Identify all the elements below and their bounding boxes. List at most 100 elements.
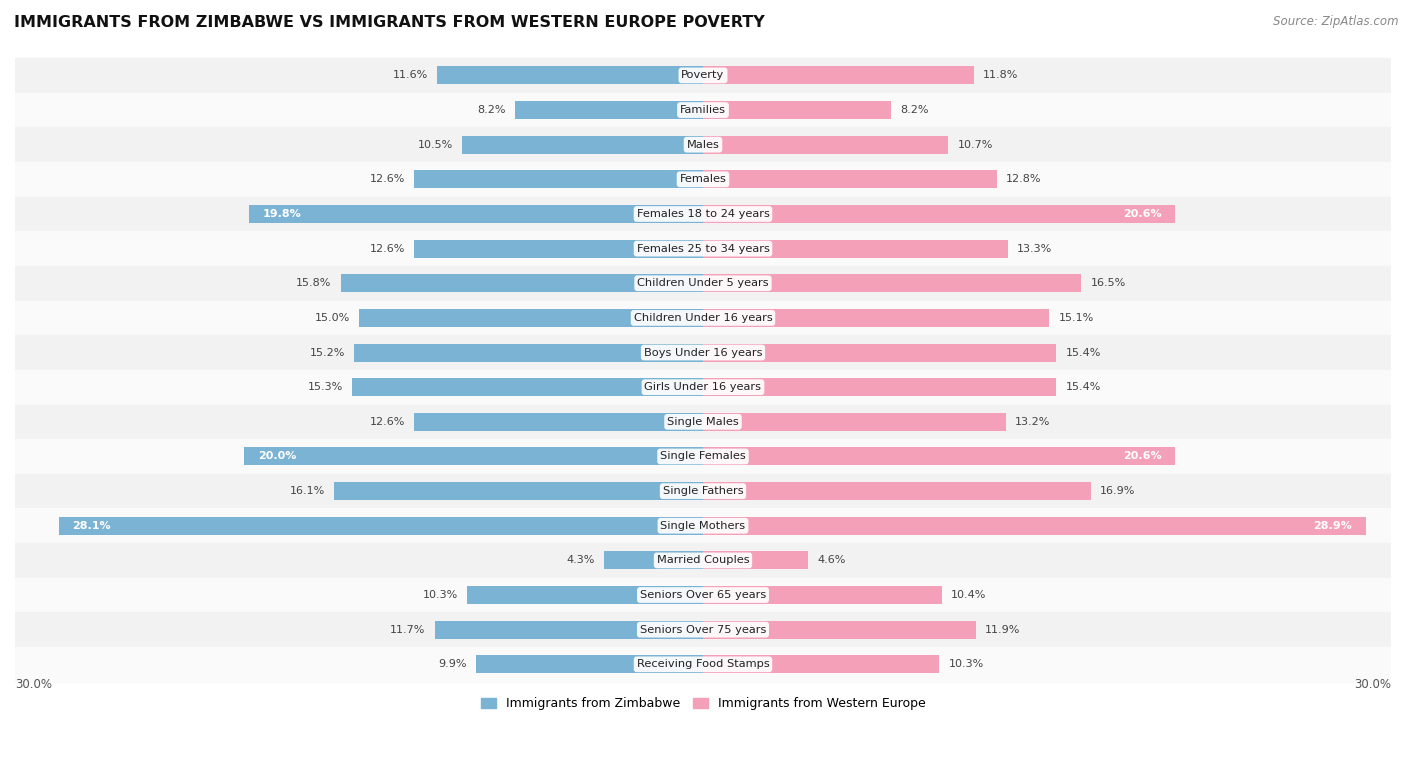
Text: Single Males: Single Males [666,417,740,427]
Bar [477,656,703,673]
Bar [15,196,1391,231]
Text: 15.4%: 15.4% [1066,382,1101,392]
Bar [354,343,703,362]
Text: Single Females: Single Females [661,452,745,462]
Bar [15,474,1391,509]
Bar [15,92,1391,127]
Text: Single Fathers: Single Fathers [662,486,744,496]
Bar [413,171,703,188]
Bar [15,509,1391,543]
Text: 10.3%: 10.3% [949,659,984,669]
Text: Males: Males [686,139,720,149]
Bar [703,621,976,639]
Bar [352,378,703,396]
Bar [703,482,1091,500]
Text: 16.1%: 16.1% [290,486,325,496]
Bar [703,413,1005,431]
Text: 13.3%: 13.3% [1017,243,1053,254]
Bar [434,621,703,639]
Text: 11.7%: 11.7% [389,625,426,634]
Bar [703,378,1056,396]
Text: Females 18 to 24 years: Females 18 to 24 years [637,209,769,219]
Text: 15.2%: 15.2% [309,348,346,358]
Bar [703,171,997,188]
Text: 4.3%: 4.3% [567,556,595,565]
Bar [15,127,1391,162]
Text: 15.8%: 15.8% [297,278,332,288]
Text: Poverty: Poverty [682,70,724,80]
Bar [703,586,942,604]
Bar [340,274,703,293]
Text: Children Under 5 years: Children Under 5 years [637,278,769,288]
Text: 30.0%: 30.0% [1354,678,1391,691]
Bar [703,309,1049,327]
Text: Females 25 to 34 years: Females 25 to 34 years [637,243,769,254]
Text: 11.9%: 11.9% [986,625,1021,634]
Text: 15.4%: 15.4% [1066,348,1101,358]
Text: Children Under 16 years: Children Under 16 years [634,313,772,323]
Legend: Immigrants from Zimbabwe, Immigrants from Western Europe: Immigrants from Zimbabwe, Immigrants fro… [475,693,931,716]
Bar [413,240,703,258]
Bar [703,343,1056,362]
Text: 15.0%: 15.0% [315,313,350,323]
Text: 10.3%: 10.3% [422,590,457,600]
Text: 20.0%: 20.0% [259,452,297,462]
Text: Source: ZipAtlas.com: Source: ZipAtlas.com [1274,15,1399,28]
Text: 11.8%: 11.8% [983,70,1018,80]
Bar [703,656,939,673]
Text: 20.6%: 20.6% [1123,209,1161,219]
Bar [605,551,703,569]
Text: 12.6%: 12.6% [370,174,405,184]
Bar [703,101,891,119]
Text: Families: Families [681,105,725,115]
Bar [15,647,1391,681]
Bar [703,517,1365,534]
Text: Married Couples: Married Couples [657,556,749,565]
Bar [15,231,1391,266]
Text: 16.9%: 16.9% [1099,486,1135,496]
Bar [15,578,1391,612]
Text: 12.6%: 12.6% [370,417,405,427]
Bar [15,162,1391,196]
Text: Seniors Over 75 years: Seniors Over 75 years [640,625,766,634]
Bar [15,370,1391,405]
Bar [333,482,703,500]
Bar [703,67,973,84]
Bar [15,439,1391,474]
Text: 8.2%: 8.2% [477,105,506,115]
Text: 8.2%: 8.2% [900,105,929,115]
Bar [15,543,1391,578]
Text: 12.8%: 12.8% [1005,174,1042,184]
Bar [15,58,1391,92]
Text: Seniors Over 65 years: Seniors Over 65 years [640,590,766,600]
Bar [703,205,1175,223]
Bar [15,335,1391,370]
Text: 10.7%: 10.7% [957,139,993,149]
Bar [703,447,1175,465]
Text: 11.6%: 11.6% [392,70,427,80]
Text: 16.5%: 16.5% [1091,278,1126,288]
Text: 30.0%: 30.0% [15,678,52,691]
Text: Boys Under 16 years: Boys Under 16 years [644,348,762,358]
Bar [245,447,703,465]
Bar [359,309,703,327]
Text: Receiving Food Stamps: Receiving Food Stamps [637,659,769,669]
Bar [15,612,1391,647]
Text: Single Mothers: Single Mothers [661,521,745,531]
Text: 19.8%: 19.8% [263,209,301,219]
Bar [59,517,703,534]
Text: 9.9%: 9.9% [439,659,467,669]
Bar [437,67,703,84]
Text: 4.6%: 4.6% [818,556,846,565]
Bar [15,266,1391,301]
Bar [413,413,703,431]
Bar [515,101,703,119]
Bar [15,301,1391,335]
Text: IMMIGRANTS FROM ZIMBABWE VS IMMIGRANTS FROM WESTERN EUROPE POVERTY: IMMIGRANTS FROM ZIMBABWE VS IMMIGRANTS F… [14,15,765,30]
Text: 28.1%: 28.1% [72,521,111,531]
Bar [703,551,808,569]
Bar [15,405,1391,439]
Text: 15.1%: 15.1% [1059,313,1094,323]
Text: 28.9%: 28.9% [1313,521,1353,531]
Text: 13.2%: 13.2% [1015,417,1050,427]
